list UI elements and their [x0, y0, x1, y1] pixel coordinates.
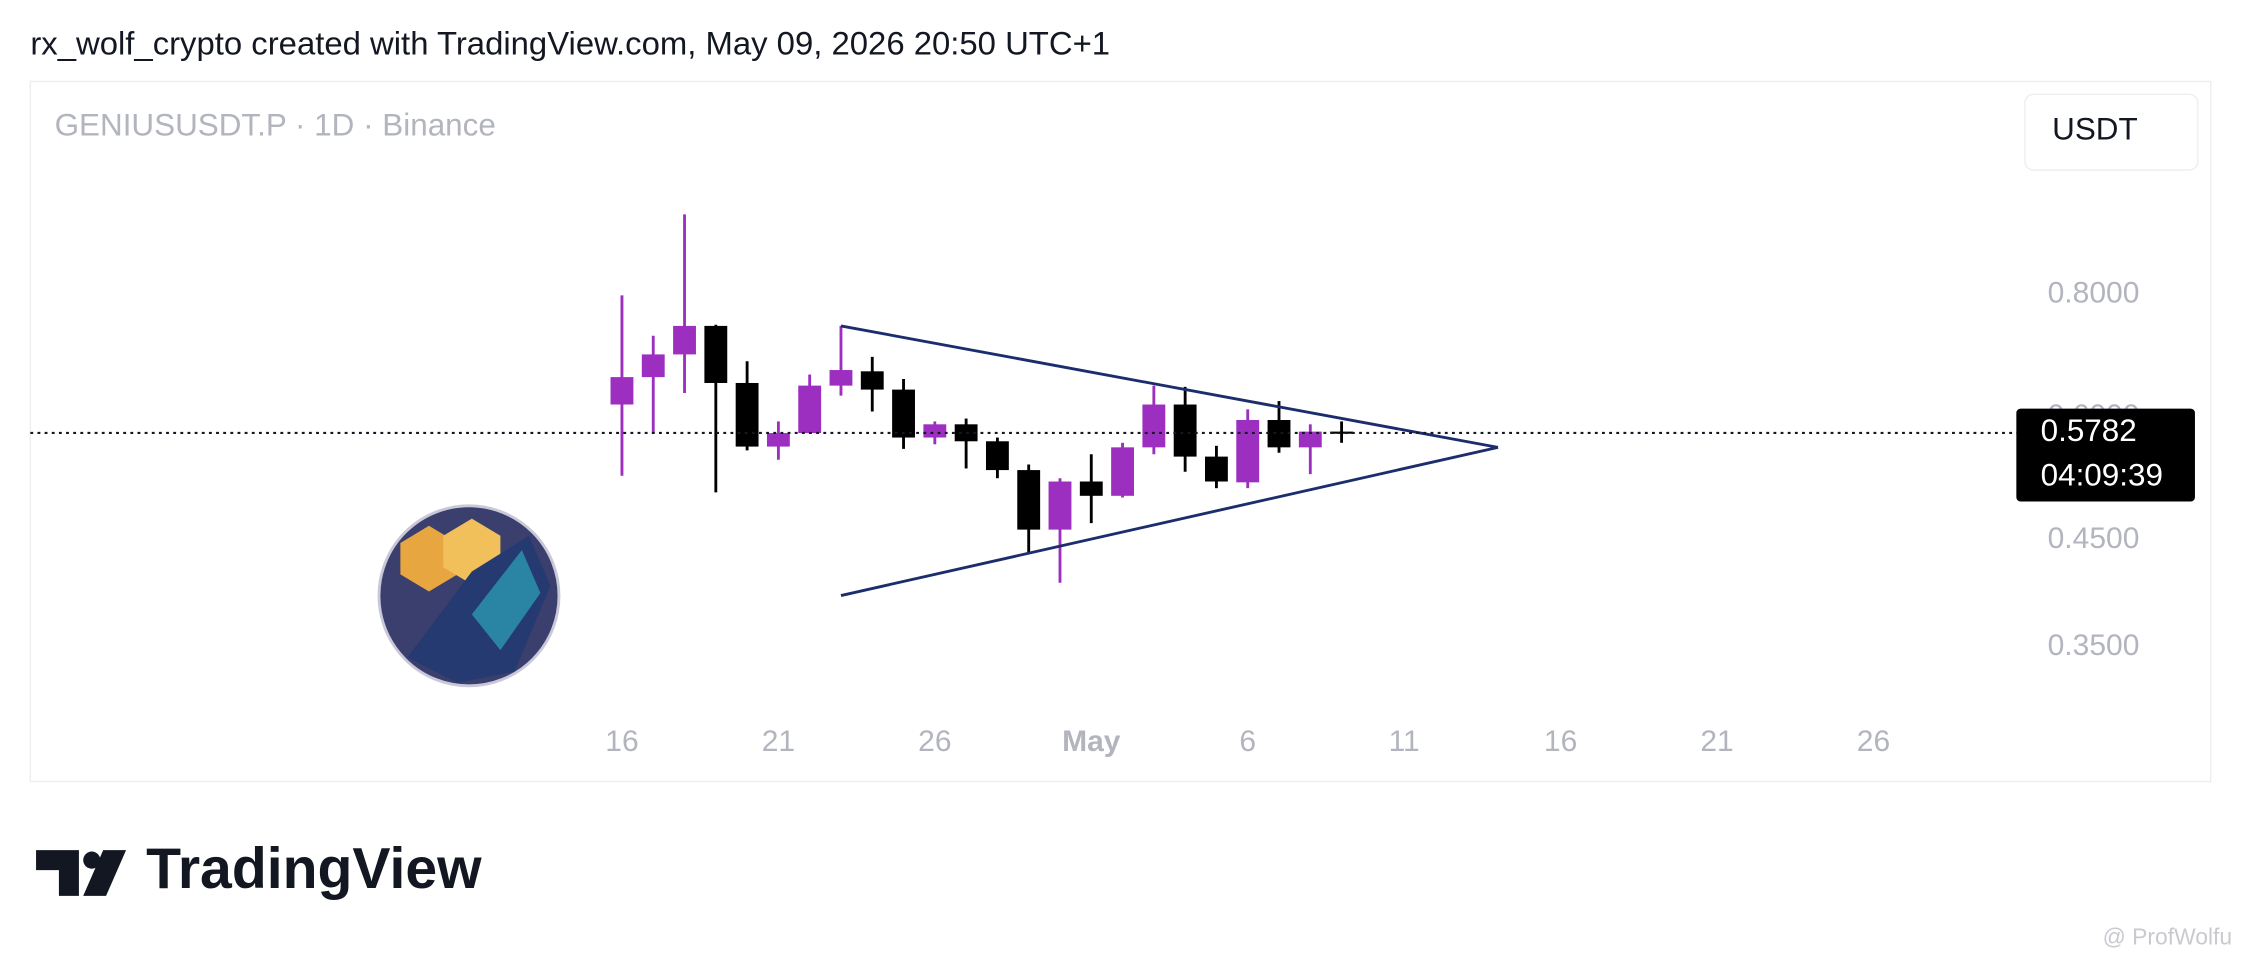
- candle-body: [735, 382, 759, 447]
- x-tick-label: 16: [605, 725, 638, 758]
- y-tick-label: 0.8000: [2048, 276, 2140, 309]
- y-tick-label: 0.3500: [2048, 629, 2140, 662]
- x-tick-label: 26: [918, 725, 951, 758]
- x-tick-label: 21: [762, 725, 795, 758]
- countdown: 04:09:39: [2041, 458, 2163, 493]
- candle-body: [1048, 481, 1072, 530]
- candle-body: [1079, 481, 1103, 496]
- candle-body: [766, 433, 790, 447]
- y-tick-label: 0.4500: [2048, 522, 2140, 555]
- header: rx_wolf_crypto created with TradingView.…: [30, 24, 1110, 61]
- candle-body: [610, 377, 634, 405]
- chart-frame: [29, 80, 2212, 783]
- candle-body: [892, 389, 915, 438]
- candle-body: [1267, 419, 1291, 448]
- candle-body: [1111, 447, 1134, 496]
- candle-body: [860, 371, 884, 390]
- candle-body: [1236, 419, 1260, 483]
- candle-body: [1204, 456, 1228, 482]
- candle-body: [1330, 431, 1354, 434]
- x-tick-label: 11: [1389, 725, 1420, 758]
- last-price-box: [2016, 408, 2195, 502]
- currency[interactable]: USDT: [2052, 112, 2138, 147]
- candle-body: [704, 325, 728, 383]
- candle-body: [1173, 404, 1197, 457]
- x-tick-label: 16: [1544, 725, 1577, 758]
- candle-body: [1298, 431, 1322, 448]
- candle-body: [1017, 470, 1041, 530]
- x-tick-label: May: [1062, 725, 1121, 758]
- candle-body: [923, 424, 947, 438]
- candle-body: [829, 370, 853, 386]
- candle-body: [641, 354, 665, 378]
- candle-body: [985, 441, 1009, 471]
- candle-body: [954, 424, 978, 442]
- symbol: GENIUSUSDT.P · 1D · Binance: [55, 107, 496, 142]
- avatar: [377, 504, 561, 688]
- candle-body: [673, 325, 696, 355]
- watermark: @ ProfWolfu: [2103, 924, 2233, 950]
- x-tick-label: 21: [1700, 725, 1733, 758]
- candle-body: [798, 385, 822, 434]
- logo-text: TradingView: [146, 837, 482, 901]
- tradingview-logo: [36, 850, 127, 896]
- last-price-label: 0.5782: [2041, 413, 2137, 448]
- x-tick-label: 6: [1239, 725, 1256, 758]
- trendline: [840, 324, 1499, 449]
- x-tick-label: 26: [1857, 725, 1890, 758]
- trendline: [840, 445, 1499, 597]
- currency-button[interactable]: [2024, 93, 2199, 171]
- candle-body: [1142, 404, 1166, 448]
